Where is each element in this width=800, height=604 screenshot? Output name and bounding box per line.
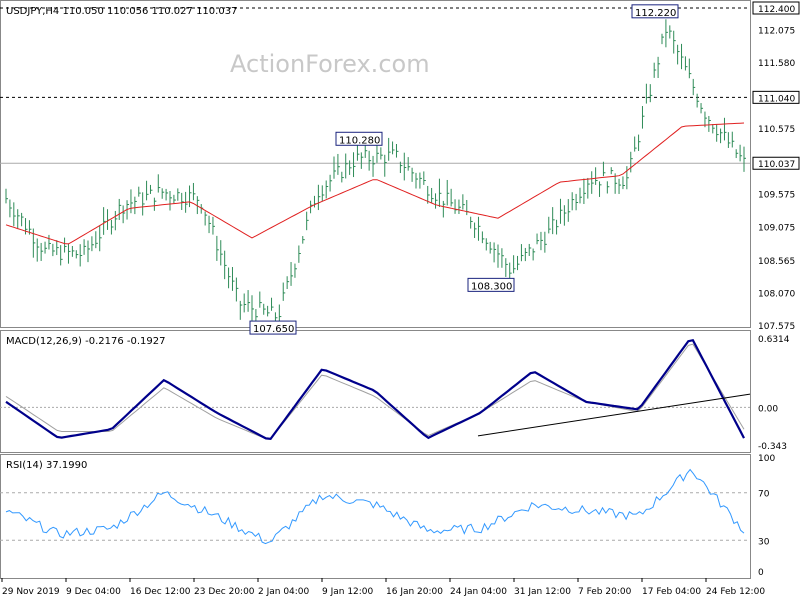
price-ytick: 107.575 bbox=[758, 322, 795, 332]
rsi-series bbox=[0, 468, 750, 545]
rsi-ytick: 70 bbox=[758, 490, 770, 500]
xtick-label: 16 Dec 12:00 bbox=[130, 587, 191, 597]
xtick-label: 9 Dec 04:00 bbox=[66, 587, 121, 597]
rsi-ytick: 0 bbox=[758, 568, 764, 578]
xtick-label: 24 Feb 12:00 bbox=[706, 587, 765, 597]
xtick-label: 17 Feb 04:00 bbox=[642, 587, 701, 597]
macd-series bbox=[0, 338, 751, 441]
price-ytick: 109.575 bbox=[758, 191, 795, 201]
rsi-panel-frame bbox=[0, 454, 751, 579]
macd-line bbox=[5, 338, 745, 441]
xtick-label: 24 Jan 04:00 bbox=[450, 587, 507, 597]
price-ytick: 110.037 bbox=[758, 160, 795, 170]
callout-box bbox=[467, 277, 515, 292]
price-ytick: 111.580 bbox=[758, 59, 795, 69]
callout-label: 110.280 bbox=[339, 135, 380, 146]
rsi-title: RSI(14) 37.1990 bbox=[6, 460, 87, 471]
callout-label: 112.220 bbox=[635, 8, 676, 19]
price-ytick-box bbox=[752, 156, 800, 170]
macd-ytick: 0.6314 bbox=[758, 335, 790, 345]
rsi-ytick: 30 bbox=[758, 537, 770, 547]
watermark: ActionForex.com bbox=[230, 50, 430, 78]
macd-signal-line bbox=[5, 343, 745, 440]
moving-average-line bbox=[5, 122, 745, 245]
price-ytick: 108.070 bbox=[758, 289, 795, 299]
price-ytick: 108.565 bbox=[758, 257, 795, 267]
xtick-label: 23 Dec 20:00 bbox=[194, 587, 255, 597]
price-ytick: 111.040 bbox=[758, 94, 795, 104]
price-ytick-box bbox=[752, 1, 800, 15]
callout-box bbox=[249, 320, 297, 335]
xtick-label: 2 Jan 04:00 bbox=[258, 587, 310, 597]
rsi-ytick: 100 bbox=[758, 454, 775, 464]
price-ytick: 112.400 bbox=[758, 5, 795, 15]
xtick-label: 9 Jan 12:00 bbox=[322, 587, 374, 597]
symbol-line: USDJPY,H4 110.050 110.056 110.027 110.03… bbox=[6, 6, 237, 17]
xtick-label: 29 Nov 2019 bbox=[2, 587, 60, 597]
macd-ytick: -0.343 bbox=[758, 442, 787, 452]
callout-label: 108.300 bbox=[471, 281, 512, 292]
callout-box bbox=[631, 4, 679, 19]
price-ytick-box bbox=[752, 90, 800, 104]
macd-trendline bbox=[477, 393, 751, 437]
macd-ytick: 0.00 bbox=[758, 404, 778, 414]
xtick-label: 16 Jan 20:00 bbox=[386, 587, 443, 597]
price-series: 112.220 110.280 108.300 107.650 bbox=[0, 4, 750, 335]
xtick-label: 7 Feb 20:00 bbox=[578, 587, 632, 597]
price-ytick: 112.075 bbox=[758, 26, 795, 36]
rsi-line bbox=[5, 468, 745, 545]
xtick-label: 31 Jan 12:00 bbox=[514, 587, 571, 597]
price-panel-frame bbox=[0, 0, 751, 328]
price-ytick: 109.075 bbox=[758, 223, 795, 233]
price-ytick: 110.575 bbox=[758, 125, 795, 135]
callout-label: 107.650 bbox=[253, 324, 294, 335]
callout-box bbox=[335, 131, 383, 146]
macd-title: MACD(12,26,9) -0.2176 -0.1927 bbox=[6, 336, 166, 347]
